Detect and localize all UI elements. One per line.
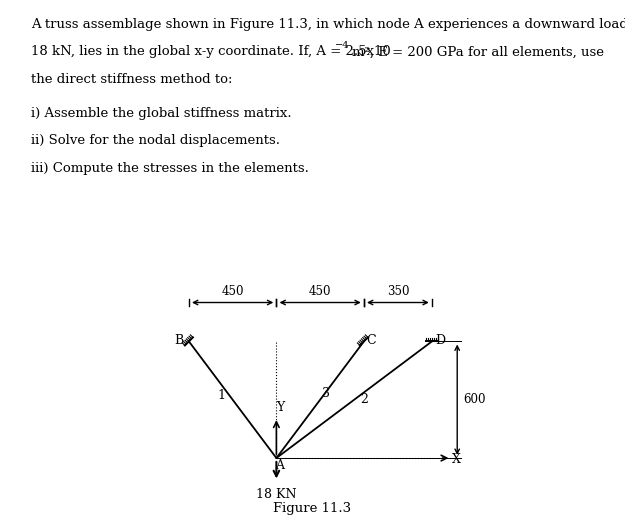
Text: 2: 2 [360,393,368,406]
Text: 350: 350 [387,285,409,298]
Text: 1: 1 [217,389,225,402]
Text: D: D [435,334,445,347]
Text: −4: −4 [335,41,349,50]
Text: B: B [174,334,183,347]
Text: 18 kN, lies in the global x-y coordinate. If, A = 2.5x10: 18 kN, lies in the global x-y coordinate… [31,45,391,58]
Text: A truss assemblage shown in Figure 11.3, in which node A experiences a downward : A truss assemblage shown in Figure 11.3,… [31,18,625,31]
Text: 450: 450 [309,285,331,298]
Text: the direct stiffness method to:: the direct stiffness method to: [31,73,232,86]
Text: iii) Compute the stresses in the elements.: iii) Compute the stresses in the element… [31,162,309,175]
Text: Y: Y [276,401,284,414]
Text: C: C [366,334,376,347]
Text: A: A [276,459,284,472]
Text: m², E = 200 GPa for all elements, use: m², E = 200 GPa for all elements, use [352,45,604,58]
Text: ii) Solve for the nodal displacements.: ii) Solve for the nodal displacements. [31,134,280,147]
Text: Figure 11.3: Figure 11.3 [274,503,351,515]
Text: 600: 600 [463,393,486,406]
Text: X: X [452,452,461,465]
Text: 3: 3 [322,387,330,400]
Text: 18 KN: 18 KN [256,488,297,501]
Text: 450: 450 [221,285,244,298]
Text: i) Assemble the global stiffness matrix.: i) Assemble the global stiffness matrix. [31,107,292,120]
